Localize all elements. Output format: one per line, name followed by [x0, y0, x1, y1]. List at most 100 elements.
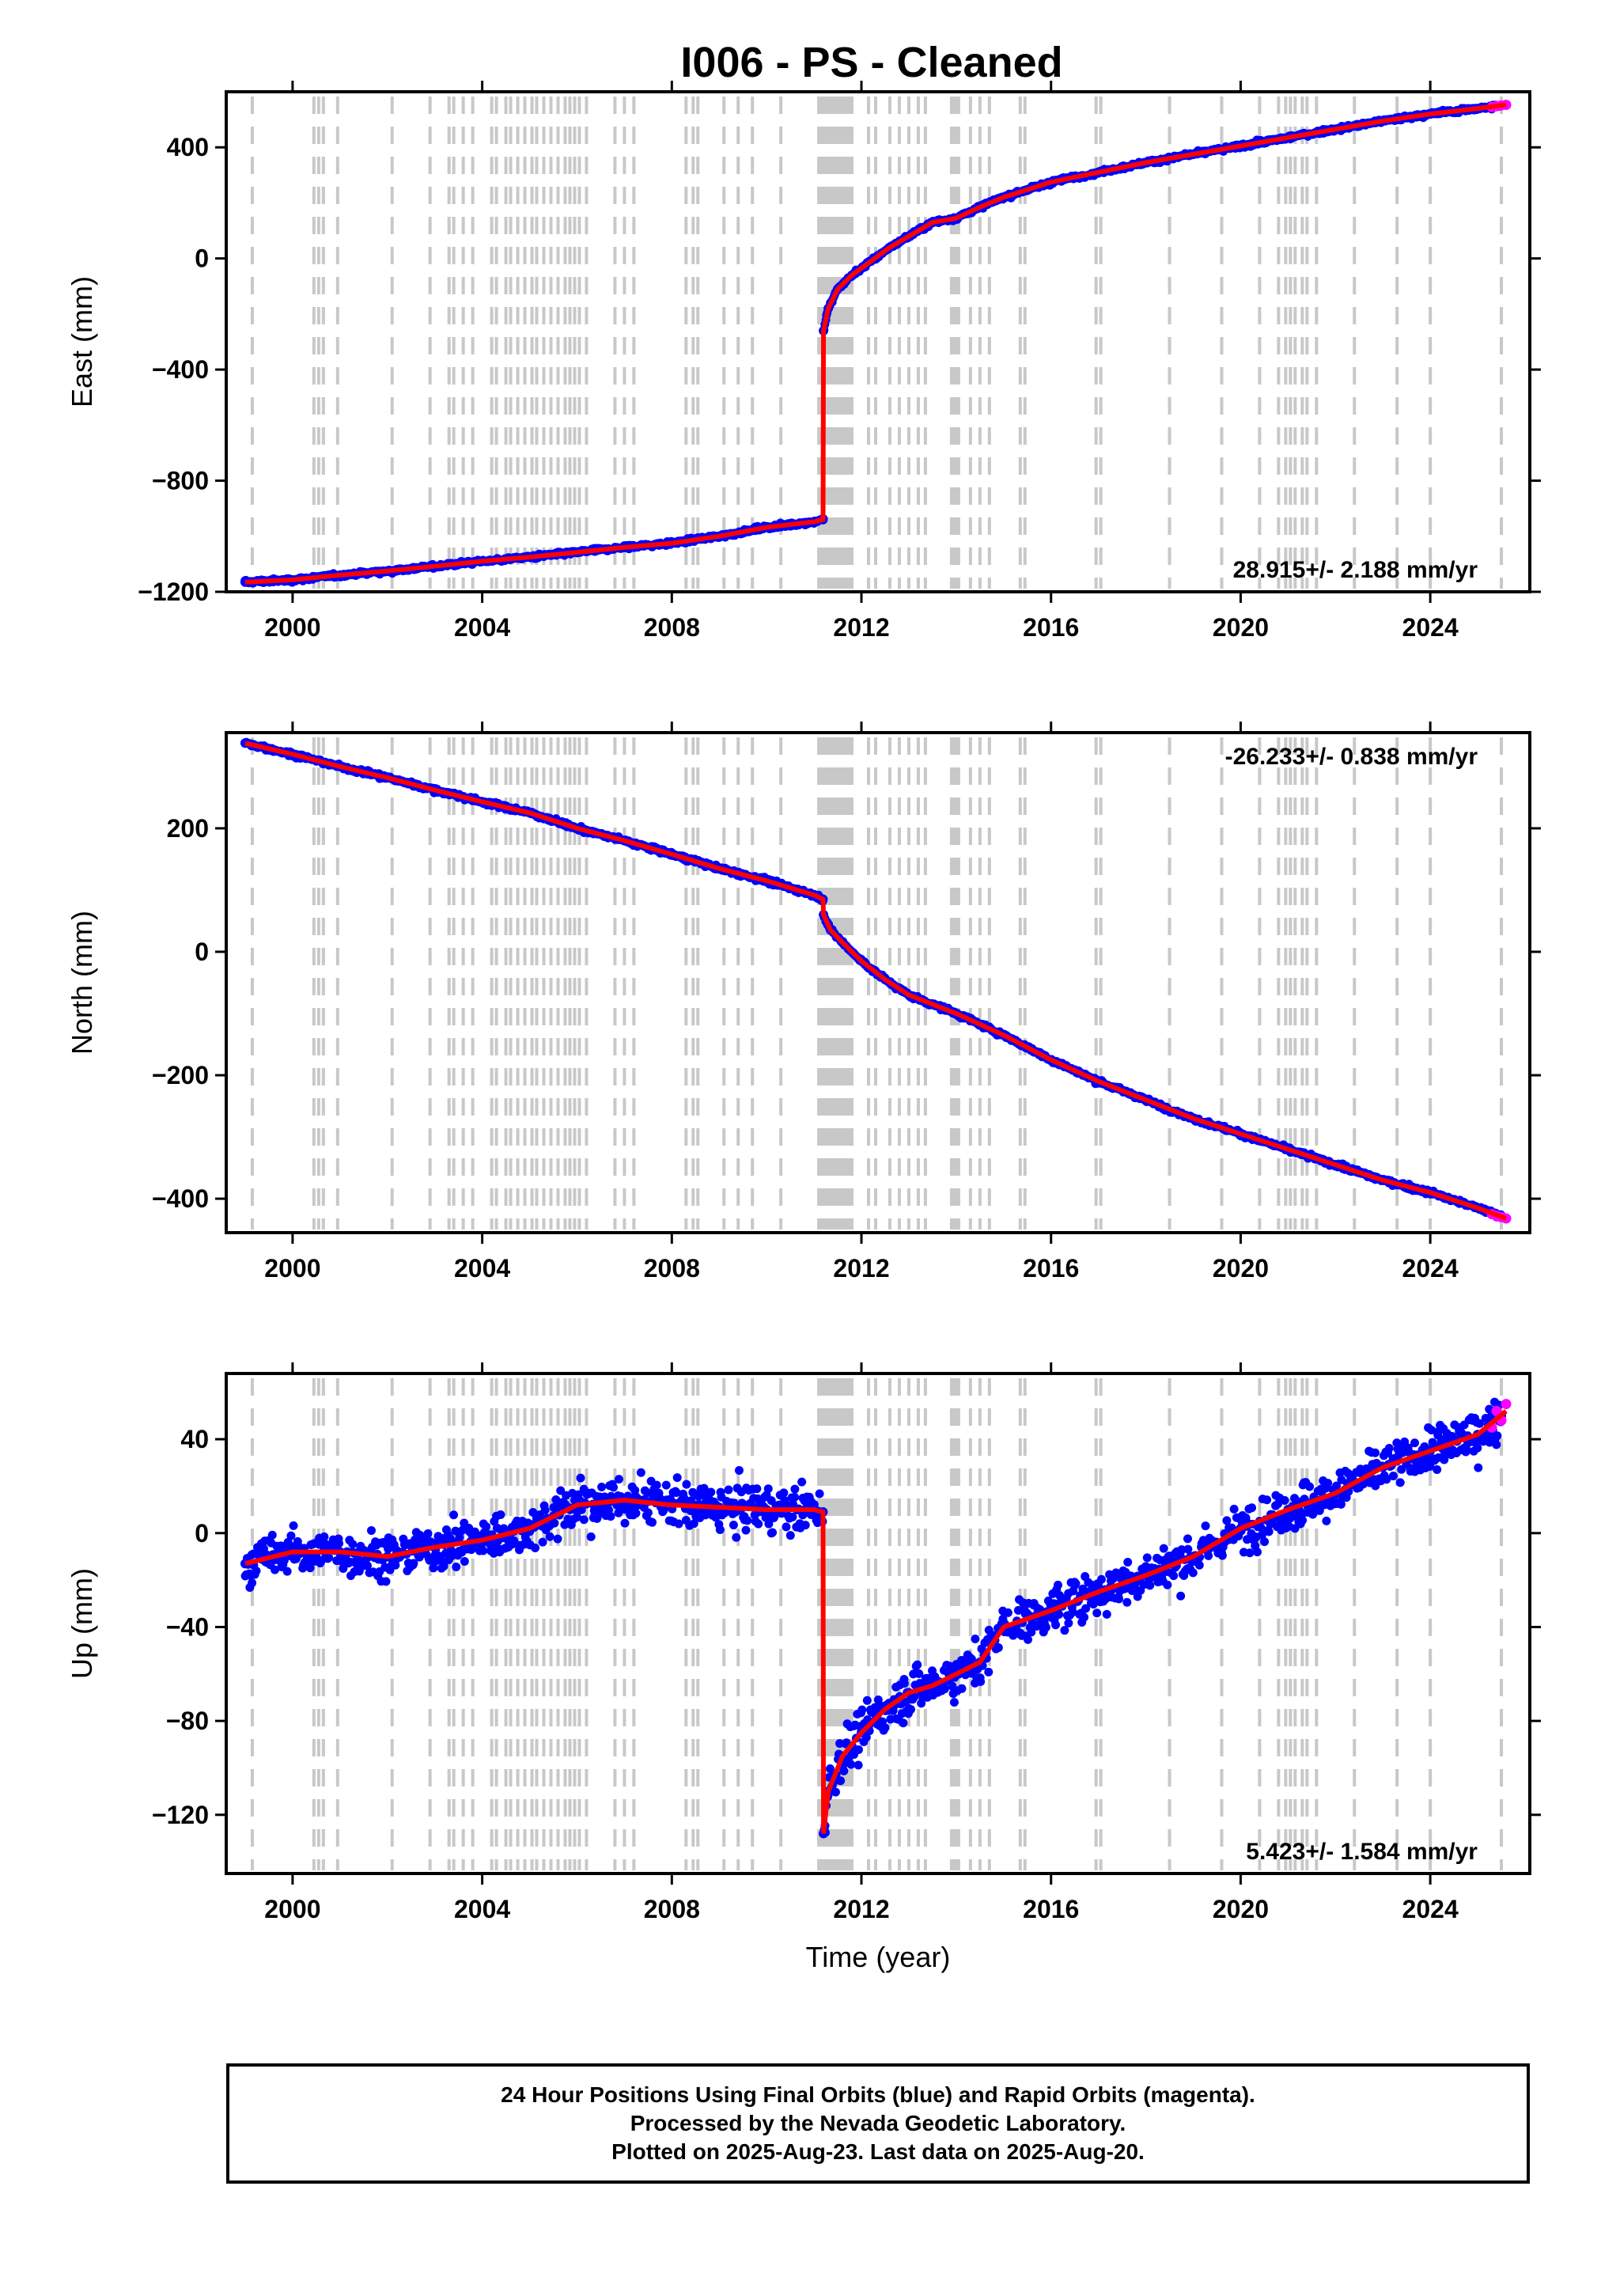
- final-orbit-point: [880, 1723, 890, 1733]
- final-orbit-point: [768, 1528, 778, 1537]
- final-orbit-point: [853, 1745, 863, 1754]
- final-orbit-point: [734, 1466, 744, 1476]
- footer-line-2: Processed by the Nevada Geodetic Laborat…: [630, 2111, 1126, 2135]
- final-orbit-point: [839, 1766, 849, 1775]
- final-orbit-point: [1388, 1472, 1398, 1481]
- final-orbit-point: [1433, 1465, 1442, 1475]
- final-orbit-point: [648, 1517, 657, 1527]
- final-orbit-point: [1323, 1479, 1333, 1488]
- final-orbit-point: [971, 1635, 980, 1644]
- final-orbit-point: [335, 1539, 344, 1548]
- north-plot-area: [226, 733, 1530, 1233]
- final-orbit-point: [815, 1489, 824, 1498]
- up-plot-area: [226, 1373, 1530, 1874]
- x-tick-label: 2004: [454, 613, 510, 642]
- final-orbit-point: [1142, 1553, 1152, 1563]
- x-tick-label: 2020: [1213, 1254, 1269, 1283]
- y-tick-label: 0: [195, 938, 209, 966]
- final-orbit-point: [790, 1484, 800, 1494]
- final-orbit-point: [1280, 1495, 1289, 1505]
- final-orbit-point: [248, 1578, 257, 1588]
- y-tick-label: −400: [152, 355, 209, 384]
- final-orbit-point: [779, 1488, 789, 1498]
- time-axis-label: Time (year): [806, 1941, 951, 1973]
- final-orbit-point: [423, 1529, 433, 1538]
- final-orbit-point: [586, 1532, 596, 1541]
- final-orbit-point: [1492, 1440, 1501, 1449]
- x-tick-label: 2024: [1402, 1895, 1459, 1923]
- final-orbit-point: [576, 1473, 585, 1483]
- final-orbit-point: [496, 1510, 505, 1519]
- up-panel: 2000 2004 2008 2012 2016 2020 2024 −120 −80 −40 0…: [66, 1362, 1541, 1973]
- final-orbit-point: [267, 1530, 277, 1540]
- final-orbit-point: [1122, 1597, 1132, 1607]
- final-orbit-point: [545, 1532, 554, 1541]
- x-tick-label: 2016: [1023, 613, 1079, 642]
- final-orbit-point: [631, 1509, 641, 1518]
- final-orbit-point: [652, 1480, 661, 1490]
- x-tick-label: 2000: [264, 613, 320, 642]
- final-orbit-point: [1474, 1463, 1483, 1472]
- final-orbit-point: [1188, 1568, 1198, 1578]
- y-tick-label: −40: [166, 1612, 209, 1641]
- final-orbit-point: [643, 1508, 653, 1517]
- final-orbit-point: [800, 1521, 810, 1530]
- final-orbit-point: [606, 1512, 615, 1521]
- x-tick-label: 2004: [454, 1895, 510, 1923]
- x-tick-label: 2020: [1213, 613, 1269, 642]
- final-orbit-point: [752, 1484, 762, 1494]
- final-orbit-point: [724, 1485, 733, 1495]
- final-orbit-point: [661, 1480, 671, 1490]
- final-orbit-point: [706, 1487, 716, 1497]
- final-orbit-point: [479, 1546, 488, 1555]
- final-orbit-point: [1159, 1544, 1168, 1553]
- final-orbit-point: [286, 1531, 296, 1540]
- final-orbit-point: [1071, 1579, 1081, 1589]
- final-orbit-point: [282, 1567, 292, 1576]
- up-axis-label: Up (mm): [66, 1568, 98, 1679]
- final-orbit-point: [1493, 1431, 1502, 1441]
- final-orbit-point: [906, 1705, 915, 1714]
- y-tick-label: −1200: [138, 578, 209, 606]
- final-orbit-point: [1229, 1504, 1239, 1514]
- rapid-orbit-point: [1501, 1399, 1512, 1410]
- y-tick-label: 40: [180, 1425, 209, 1453]
- final-orbit-point: [1053, 1580, 1062, 1589]
- final-orbit-point: [899, 1679, 909, 1688]
- footer-line-3: Plotted on 2025-Aug-23. Last data on 202…: [611, 2139, 1145, 2164]
- final-orbit-point: [324, 1553, 334, 1563]
- final-orbit-point: [754, 1519, 763, 1529]
- final-orbit-point: [597, 1483, 607, 1492]
- north-rate-label: -26.233+/- 0.838 mm/yr: [1225, 744, 1478, 770]
- final-orbit-point: [1194, 1560, 1204, 1570]
- x-tick-label: 2008: [644, 1254, 700, 1283]
- final-orbit-point: [899, 1718, 908, 1728]
- y-tick-label: −200: [152, 1061, 209, 1089]
- final-orbit-point: [857, 1705, 867, 1714]
- final-orbit-point: [782, 1522, 791, 1532]
- final-orbit-point: [729, 1521, 738, 1530]
- final-orbit-point: [790, 1492, 800, 1502]
- final-orbit-point: [1217, 1551, 1227, 1560]
- final-orbit-point: [614, 1475, 623, 1484]
- final-orbit-point: [853, 1760, 863, 1770]
- y-tick-label: −120: [152, 1801, 209, 1829]
- final-orbit-point: [788, 1512, 797, 1521]
- footer-line-1: 24 Hour Positions Using Final Orbits (bl…: [501, 2082, 1255, 2107]
- final-orbit-point: [1115, 1594, 1124, 1604]
- final-orbit-point: [1395, 1478, 1405, 1487]
- final-orbit-point: [949, 1698, 959, 1707]
- final-orbit-point: [381, 1577, 391, 1586]
- final-orbit-point: [994, 1643, 1003, 1653]
- east-axis-label: East (mm): [66, 276, 98, 407]
- final-orbit-point: [460, 1556, 469, 1566]
- final-orbit-point: [289, 1521, 298, 1530]
- x-tick-label: 2000: [264, 1895, 320, 1923]
- final-orbit-point: [1145, 1581, 1155, 1590]
- final-orbit-point: [579, 1515, 589, 1525]
- final-orbit-point: [682, 1480, 691, 1489]
- final-orbit-point: [1410, 1438, 1419, 1448]
- north-panel: 2000 2004 2008 2012 2016 2020 2024 −400 −200 0 20…: [66, 722, 1541, 1283]
- final-orbit-point: [1123, 1557, 1133, 1567]
